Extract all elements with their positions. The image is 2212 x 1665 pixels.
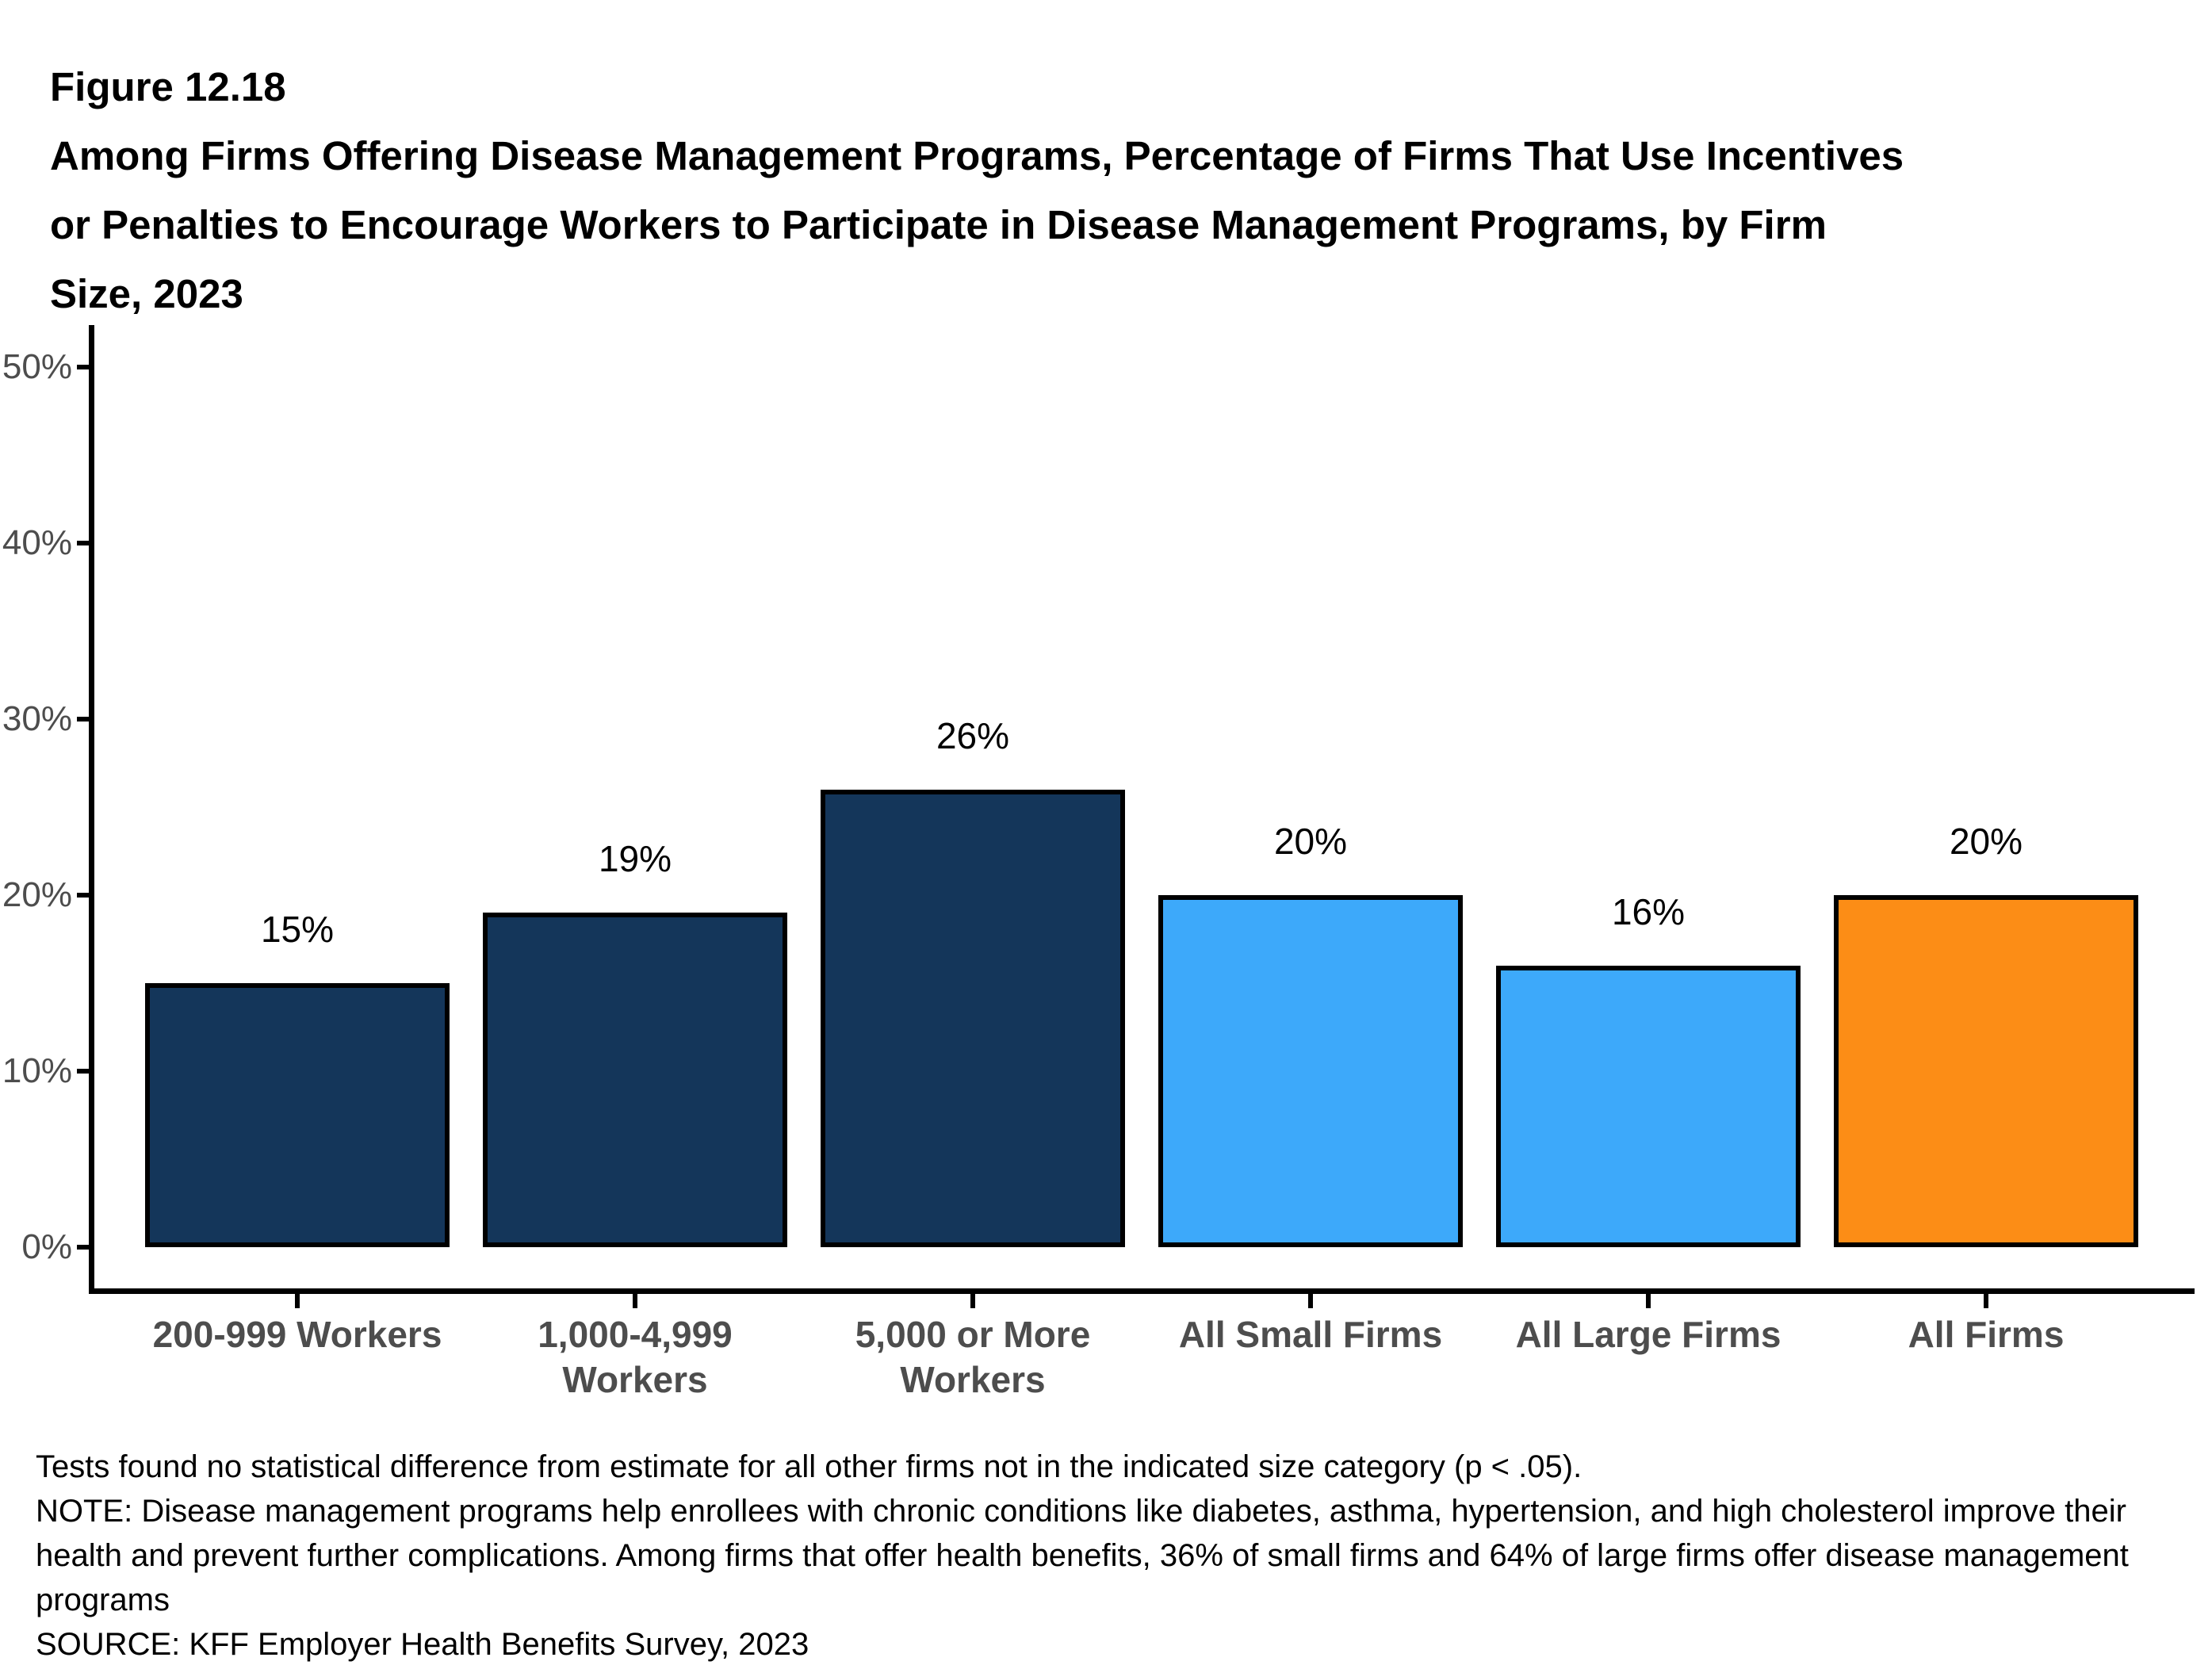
y-axis-tick-label: 30%	[2, 699, 72, 738]
bar-5	[1496, 966, 1801, 1247]
x-axis-tick	[1308, 1294, 1313, 1308]
x-axis-tick	[295, 1294, 300, 1308]
bar-value-label: 16%	[1611, 891, 1686, 932]
x-axis-tick	[970, 1294, 975, 1308]
y-axis-tick	[77, 365, 90, 369]
x-axis-category-label: 1,000-4,999 Workers	[538, 1314, 733, 1400]
bar-1	[145, 983, 450, 1247]
x-axis-category-label: 200-999 Workers	[152, 1314, 442, 1355]
footnotes: Tests found no statistical difference fr…	[36, 1445, 2129, 1665]
footnote-note-line-1: NOTE: Disease management programs help e…	[36, 1494, 2126, 1529]
x-axis-category-label: 5,000 or More Workers	[855, 1314, 1091, 1400]
bar-value-label: 15%	[260, 909, 335, 950]
y-axis-tick-label: 50%	[2, 347, 72, 386]
bar-value-label: 20%	[1949, 821, 2023, 862]
figure-title-line-3: Size, 2023	[50, 271, 243, 316]
footnote-tests-line: Tests found no statistical difference fr…	[36, 1449, 1582, 1484]
bar-6	[1834, 895, 2138, 1247]
y-axis-tick-label: 0%	[21, 1227, 72, 1266]
x-axis-tick	[633, 1294, 637, 1308]
bar-2	[483, 913, 787, 1247]
y-axis-tick	[77, 717, 90, 722]
figure-title-line-1: Among Firms Offering Disease Management …	[50, 133, 1904, 178]
footnote-source-line: SOURCE: KFF Employer Health Benefits Sur…	[36, 1627, 809, 1662]
y-axis-tick	[77, 893, 90, 898]
bar-value-label: 20%	[1273, 821, 1348, 862]
bar-3	[821, 790, 1125, 1247]
bar-value-label: 19%	[598, 838, 672, 879]
y-axis-tick	[77, 541, 90, 545]
x-axis-tick	[1646, 1294, 1651, 1308]
figure-number: Figure 12.18	[50, 64, 286, 109]
y-axis-tick	[77, 1245, 90, 1250]
footnote-note-line-3: programs	[36, 1583, 170, 1617]
bar-4	[1158, 895, 1463, 1247]
y-axis-tick-label: 40%	[2, 523, 72, 562]
y-axis-tick	[77, 1069, 90, 1074]
x-axis-category-label: All Firms	[1908, 1314, 2065, 1355]
bar-value-label: 26%	[936, 715, 1010, 756]
y-axis-line	[89, 325, 94, 1294]
x-axis-category-label: All Small Firms	[1178, 1314, 1443, 1355]
figure-title: Figure 12.18 Among Firms Offering Diseas…	[50, 52, 1904, 328]
y-axis-tick-label: 10%	[2, 1051, 72, 1090]
x-axis-category-label: All Large Firms	[1515, 1314, 1781, 1355]
y-axis-tick-label: 20%	[2, 875, 72, 914]
figure-title-line-2: or Penalties to Encourage Workers to Par…	[50, 202, 1827, 247]
footnote-note-line-2: health and prevent further complications…	[36, 1538, 2129, 1573]
x-axis-line	[89, 1288, 2195, 1294]
x-axis-tick	[1984, 1294, 1988, 1308]
